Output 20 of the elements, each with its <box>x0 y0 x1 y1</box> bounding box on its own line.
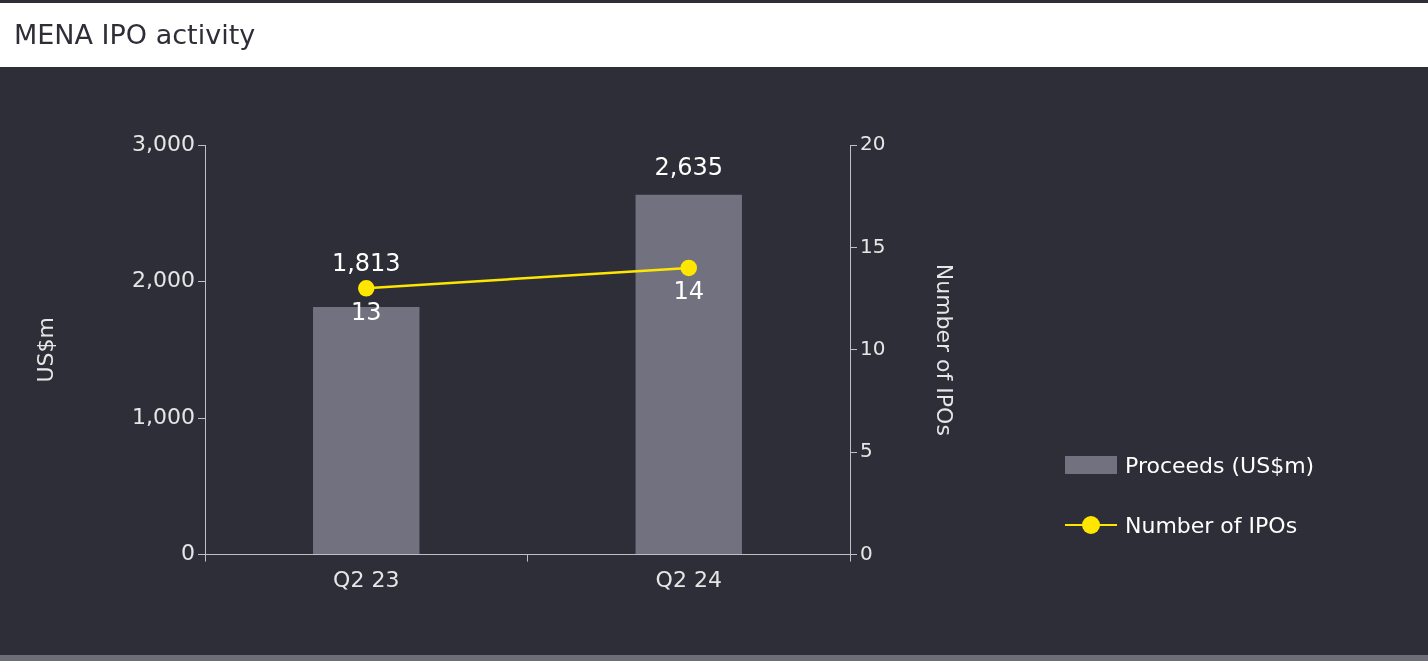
y2-tick-label: 10 <box>860 336 886 360</box>
y-tick-label: 0 <box>181 540 195 566</box>
y2-tick-label: 5 <box>860 438 873 463</box>
y-axis-title: US$m <box>32 317 58 383</box>
data-label: 1,813 <box>331 248 401 277</box>
x-tick-label: Q2 23 <box>333 566 400 592</box>
y-tick-label: 1,000 <box>132 403 195 429</box>
y2-tick-label: 20 <box>860 131 886 156</box>
data-label: 2,635 <box>654 153 724 182</box>
y-tick-label: 3,000 <box>132 130 195 156</box>
y2-axis-title: Number of IPOs <box>932 263 958 436</box>
legend-label: Proceeds (US$m) <box>1125 452 1315 478</box>
y-tick-label: 2,000 <box>132 267 195 293</box>
y2-tick-label: 15 <box>860 233 886 258</box>
chart-title: MENA IPO activity <box>14 19 256 50</box>
data-label: 14 <box>673 277 705 306</box>
x-tick-label: Q2 24 <box>655 566 722 592</box>
data-label: 13 <box>350 297 382 326</box>
y2-tick-label: 0 <box>860 540 873 565</box>
legend-label: Number of IPOs <box>1125 512 1298 538</box>
